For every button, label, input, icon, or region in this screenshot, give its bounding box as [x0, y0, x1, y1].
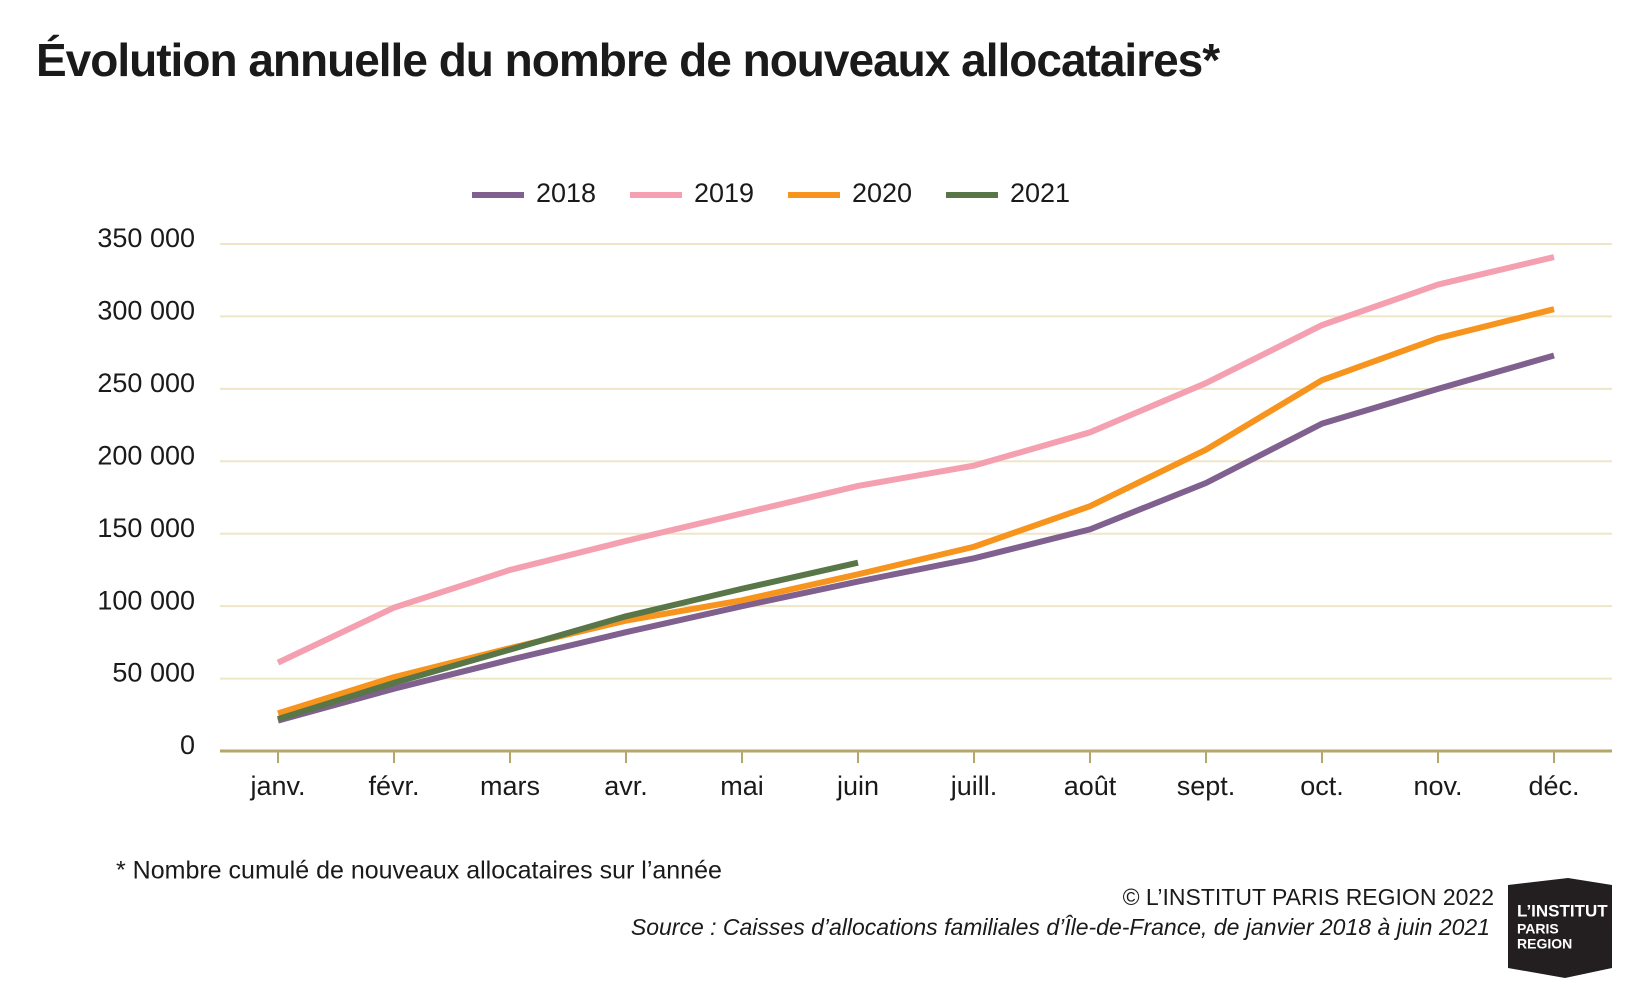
copyright: © L’INSTITUT PARIS REGION 2022: [1123, 884, 1494, 910]
legend-label: 2020: [852, 178, 912, 208]
series-line: [276, 254, 1555, 666]
series-line: [277, 306, 1555, 717]
legend-label: 2021: [1010, 178, 1070, 208]
y-tick-label: 200 000: [97, 440, 195, 470]
y-tick-label: 300 000: [97, 296, 195, 326]
x-tick-label: juin: [836, 771, 879, 801]
logo: [1508, 878, 1612, 978]
legend-label: 2019: [694, 178, 754, 208]
legend-label: 2018: [536, 178, 596, 208]
x-tick-label: janv.: [249, 771, 305, 801]
y-tick-label: 150 000: [97, 513, 195, 543]
y-tick-label: 100 000: [97, 585, 195, 615]
x-tick-label: déc.: [1528, 771, 1579, 801]
logo-text: PARIS: [1517, 921, 1559, 937]
x-tick-label: sept.: [1177, 771, 1236, 801]
x-tick-label: mars: [480, 771, 540, 801]
source: Source : Caisses d’allocations familiale…: [631, 914, 1490, 940]
y-tick-label: 50 000: [112, 658, 195, 688]
y-tick-label: 250 000: [97, 368, 195, 398]
series-line: [277, 352, 1555, 724]
x-tick-label: oct.: [1300, 771, 1344, 801]
x-tick-label: août: [1064, 771, 1117, 801]
footnote: * Nombre cumulé de nouveaux allocataires…: [116, 857, 722, 885]
series-line: [277, 559, 859, 722]
chart-title: Évolution annuelle du nombre de nouveaux…: [36, 34, 1220, 86]
y-tick-label: 0: [180, 730, 195, 760]
logo-text: L’INSTITUT: [1517, 901, 1608, 920]
x-tick-label: nov.: [1413, 771, 1462, 801]
x-tick-label: févr.: [368, 771, 419, 801]
x-tick-label: juill.: [950, 771, 998, 801]
y-tick-label: 350 000: [97, 223, 195, 253]
x-tick-label: mai: [720, 771, 764, 801]
x-tick-label: avr.: [604, 771, 648, 801]
logo-text: REGION: [1517, 936, 1572, 952]
